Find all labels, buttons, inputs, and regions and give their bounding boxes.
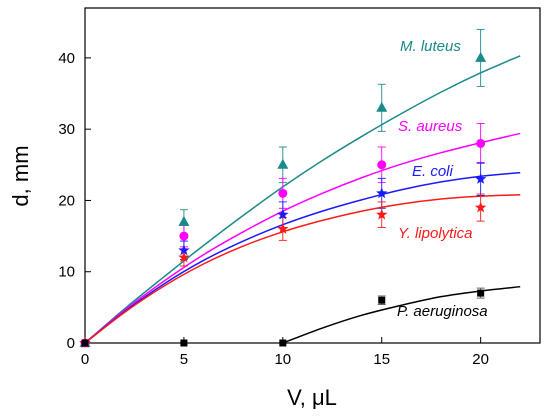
data-point-s-aureus bbox=[278, 188, 288, 198]
y-tick-label: 0 bbox=[67, 335, 75, 352]
data-point-y-lipolytica bbox=[277, 222, 289, 234]
y-tick-label: 30 bbox=[58, 121, 75, 138]
y-tick-label: 40 bbox=[58, 50, 75, 67]
fit-curves bbox=[84, 55, 521, 344]
data-point-e-coli bbox=[277, 208, 289, 220]
series-label-e-coli: E. coli bbox=[412, 163, 454, 180]
series-label-s-aureus: S. aureus bbox=[398, 118, 463, 135]
data-point-p-aeruginosa bbox=[81, 339, 89, 347]
fit-curve-m-luteus bbox=[84, 55, 521, 344]
data-point-e-coli bbox=[178, 244, 190, 256]
series-labels: M. luteus S. aureus E. coli Y. lipolytica P.… bbox=[397, 38, 488, 320]
data-point-p-aeruginosa bbox=[279, 339, 287, 347]
y-tick-label: 10 bbox=[58, 264, 75, 281]
data-point-s-aureus bbox=[377, 160, 387, 170]
series-label-y-lipolytica: Y. lipolytica bbox=[398, 225, 473, 242]
plot-frame bbox=[84, 7, 541, 344]
data-point-y-lipolytica bbox=[376, 208, 388, 220]
data-point-e-coli bbox=[376, 187, 388, 199]
data-point-p-aeruginosa bbox=[477, 289, 485, 297]
x-axis-title: V, μL bbox=[287, 385, 337, 410]
data-point-m-luteus bbox=[376, 101, 388, 112]
data-point-s-aureus bbox=[179, 231, 189, 241]
axis-ticks: 0 5 10 15 20 0 10 20 30 40 bbox=[58, 50, 489, 368]
data-point-p-aeruginosa bbox=[378, 296, 386, 304]
x-tick-label: 0 bbox=[81, 351, 89, 368]
data-markers bbox=[79, 51, 487, 348]
y-axis-title: d, mm bbox=[8, 145, 33, 206]
series-label-p-aeruginosa: P. aeruginosa bbox=[397, 303, 488, 320]
fit-curve-y-lipolytica bbox=[84, 193, 521, 344]
fit-curve-e-coli bbox=[84, 171, 521, 344]
fit-curve-s-aureus bbox=[84, 132, 521, 344]
x-tick-label: 20 bbox=[472, 351, 489, 368]
data-point-m-luteus bbox=[475, 51, 487, 62]
data-point-e-coli bbox=[474, 173, 487, 184]
data-point-p-aeruginosa bbox=[180, 339, 188, 347]
x-tick-label: 10 bbox=[274, 351, 291, 368]
data-point-s-aureus bbox=[476, 138, 486, 148]
data-point-m-luteus bbox=[277, 158, 289, 169]
data-point-y-lipolytica bbox=[178, 251, 190, 263]
data-point-m-luteus bbox=[178, 215, 190, 226]
y-tick-label: 20 bbox=[58, 192, 75, 209]
x-tick-label: 15 bbox=[373, 351, 390, 368]
x-tick-label: 5 bbox=[180, 351, 188, 368]
data-point-y-lipolytica bbox=[474, 201, 487, 213]
series-label-m-luteus: M. luteus bbox=[400, 38, 461, 55]
